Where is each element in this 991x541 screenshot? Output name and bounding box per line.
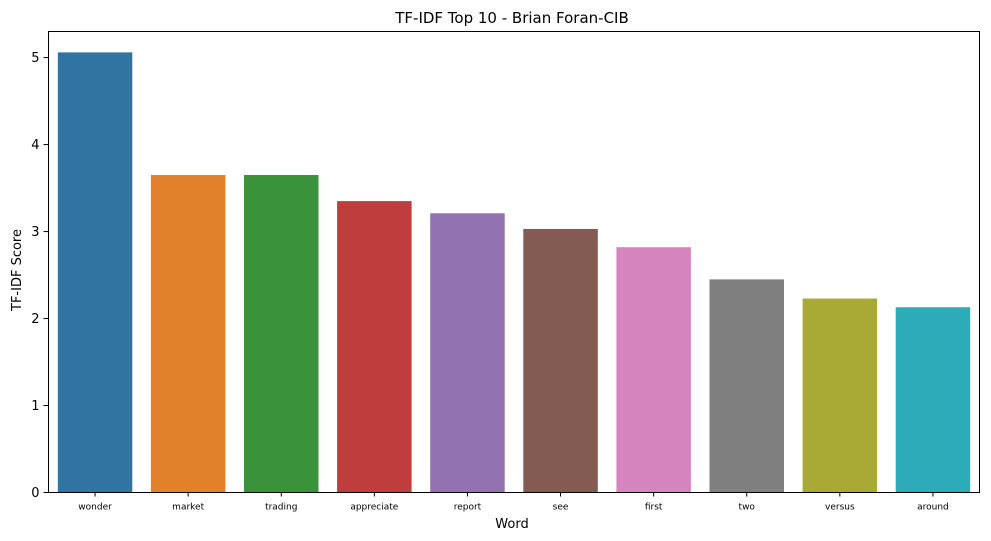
x-tick-label-trading: trading	[265, 503, 297, 513]
plot-frame	[48, 31, 980, 493]
x-tick-label-market: market	[172, 503, 204, 513]
bar-see	[523, 228, 598, 493]
x-ticks: wonder market trading appreciate report see fi…	[78, 492, 949, 513]
x-tick-label-first: first	[645, 503, 663, 513]
bar-wonder	[57, 52, 133, 493]
bars-layer	[57, 52, 971, 493]
y-tick-label: 2	[31, 312, 39, 327]
y-ticks: 0 1 2 3 4 5	[31, 51, 49, 501]
x-tick-label-wonder: wonder	[78, 503, 112, 513]
bar-around	[895, 307, 971, 493]
bar-trading	[244, 175, 319, 493]
bar-appreciate	[337, 201, 412, 493]
x-tick-label-around: around	[917, 503, 949, 513]
x-axis-label: Word	[495, 517, 528, 532]
bar-market	[150, 175, 226, 493]
chart-title: TF-IDF Top 10 - Brian Foran-CIB	[394, 9, 629, 27]
bar-report	[430, 213, 505, 493]
x-tick-label-versus: versus	[825, 503, 855, 513]
y-tick-label: 1	[31, 399, 39, 414]
bar-first	[616, 247, 691, 493]
y-tick-label: 4	[31, 138, 39, 153]
bar-versus	[802, 298, 878, 493]
x-tick-label-two: two	[739, 503, 756, 513]
y-tick-label: 3	[31, 225, 39, 240]
y-axis-label: TF-IDF Score	[10, 229, 25, 312]
bar-two	[709, 279, 784, 493]
y-tick-label: 0	[31, 486, 39, 501]
x-tick-label-see: see	[553, 503, 569, 513]
x-tick-label-report: report	[454, 503, 482, 513]
y-tick-label: 5	[31, 51, 39, 66]
x-tick-label-appreciate: appreciate	[350, 503, 398, 513]
